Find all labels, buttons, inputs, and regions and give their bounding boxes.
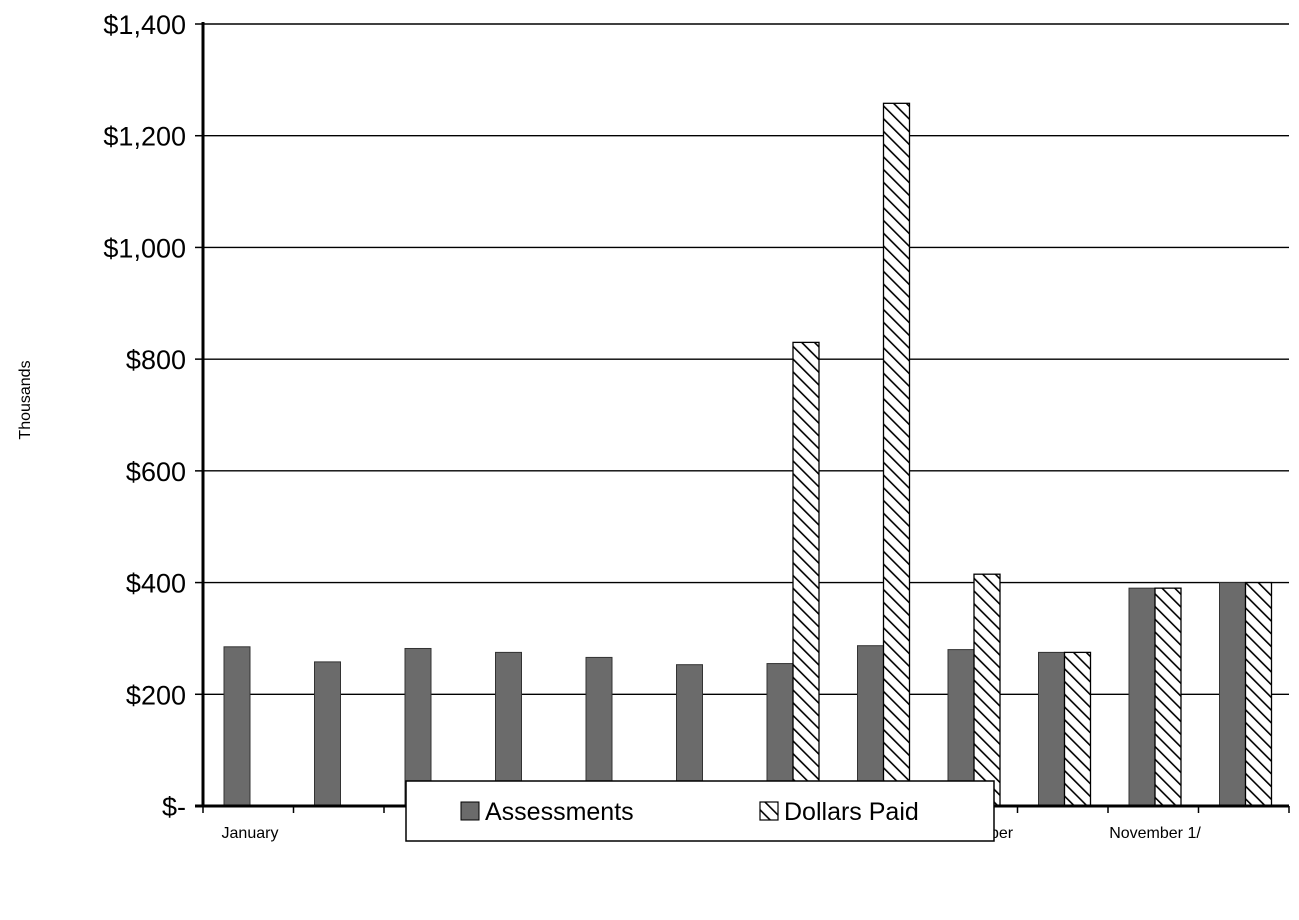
y-tick-label: $1,000 (103, 233, 186, 263)
y-axis-label: Thousands (17, 360, 34, 439)
y-tick-label: $600 (126, 457, 186, 487)
bar-assessments (1128, 587, 1156, 807)
bar-dollars-paid (792, 341, 820, 807)
bars (223, 102, 1273, 807)
x-tick-label: November 1/ (1109, 825, 1201, 842)
bar-dollars-paid (973, 573, 1001, 807)
y-tick-label: $- (162, 792, 186, 822)
bar-assessments (404, 647, 432, 807)
bar-assessments (1219, 582, 1246, 807)
y-tick-label: $1,400 (103, 10, 186, 40)
x-tick-label: January (222, 825, 279, 842)
bar-assessments (223, 646, 251, 807)
axes (195, 22, 1289, 808)
bar-dollars-paid (882, 102, 911, 807)
bar-assessments (1038, 651, 1065, 807)
bar-dollars-paid (1154, 587, 1182, 807)
legend-box (405, 780, 995, 842)
legend-swatch-dollars-paid (759, 801, 779, 821)
y-tick-label: $1,200 (103, 122, 186, 152)
bar-assessments (314, 661, 341, 807)
bar-dollars-paid (1244, 581, 1273, 807)
y-tick-label: $200 (126, 680, 186, 710)
y-tick-label: $800 (126, 345, 186, 375)
legend-label-assessments: Assessments (485, 798, 634, 826)
y-tick-label: $400 (126, 569, 186, 599)
legend-swatch-assessments (460, 801, 480, 821)
legend-label-dollars-paid: Dollars Paid (784, 798, 919, 826)
legend: Assessments Dollars Paid (405, 780, 995, 842)
y-axis-ticks: $- $200 $400 $600 $800 $1,000 $1,200 $1,400 (103, 10, 203, 822)
bar-dollars-paid (1063, 651, 1092, 807)
gridlines (203, 23, 1289, 695)
